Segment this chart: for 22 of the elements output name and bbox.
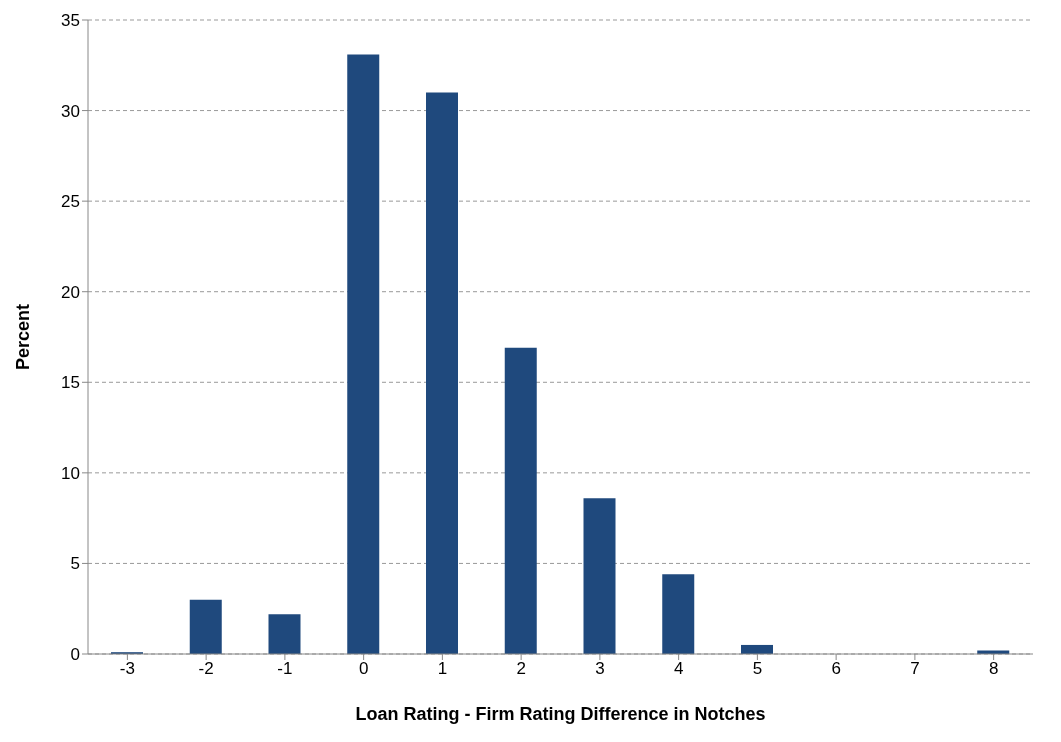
x-tick-label: 3 <box>595 659 605 679</box>
x-tick-label: 7 <box>910 659 920 679</box>
y-tick-label: 5 <box>70 554 80 574</box>
y-tick-label: 35 <box>61 11 80 31</box>
x-tick-label: 2 <box>516 659 526 679</box>
x-axis-title: Loan Rating - Firm Rating Difference in Notches <box>355 704 766 724</box>
x-tick-label: 0 <box>358 659 369 679</box>
y-tick-label: 25 <box>61 192 80 212</box>
x-tick-label: 1 <box>437 659 448 679</box>
x-tick-label: 5 <box>752 659 763 679</box>
y-tick-label: 15 <box>61 373 80 393</box>
y-axis-title: Percent <box>13 303 34 371</box>
y-tick-label: 10 <box>61 463 80 483</box>
x-tick-label: 4 <box>673 659 684 679</box>
x-tick-label: 8 <box>988 659 999 679</box>
x-tick-label: -2 <box>198 659 214 679</box>
x-tick-label: -3 <box>119 659 135 679</box>
y-tick-label: 30 <box>61 101 80 121</box>
x-tick-label: 6 <box>831 659 841 679</box>
y-tick-label: 20 <box>61 282 80 302</box>
x-tick-label: -1 <box>277 659 293 679</box>
y-tick-label: 0 <box>70 645 80 665</box>
